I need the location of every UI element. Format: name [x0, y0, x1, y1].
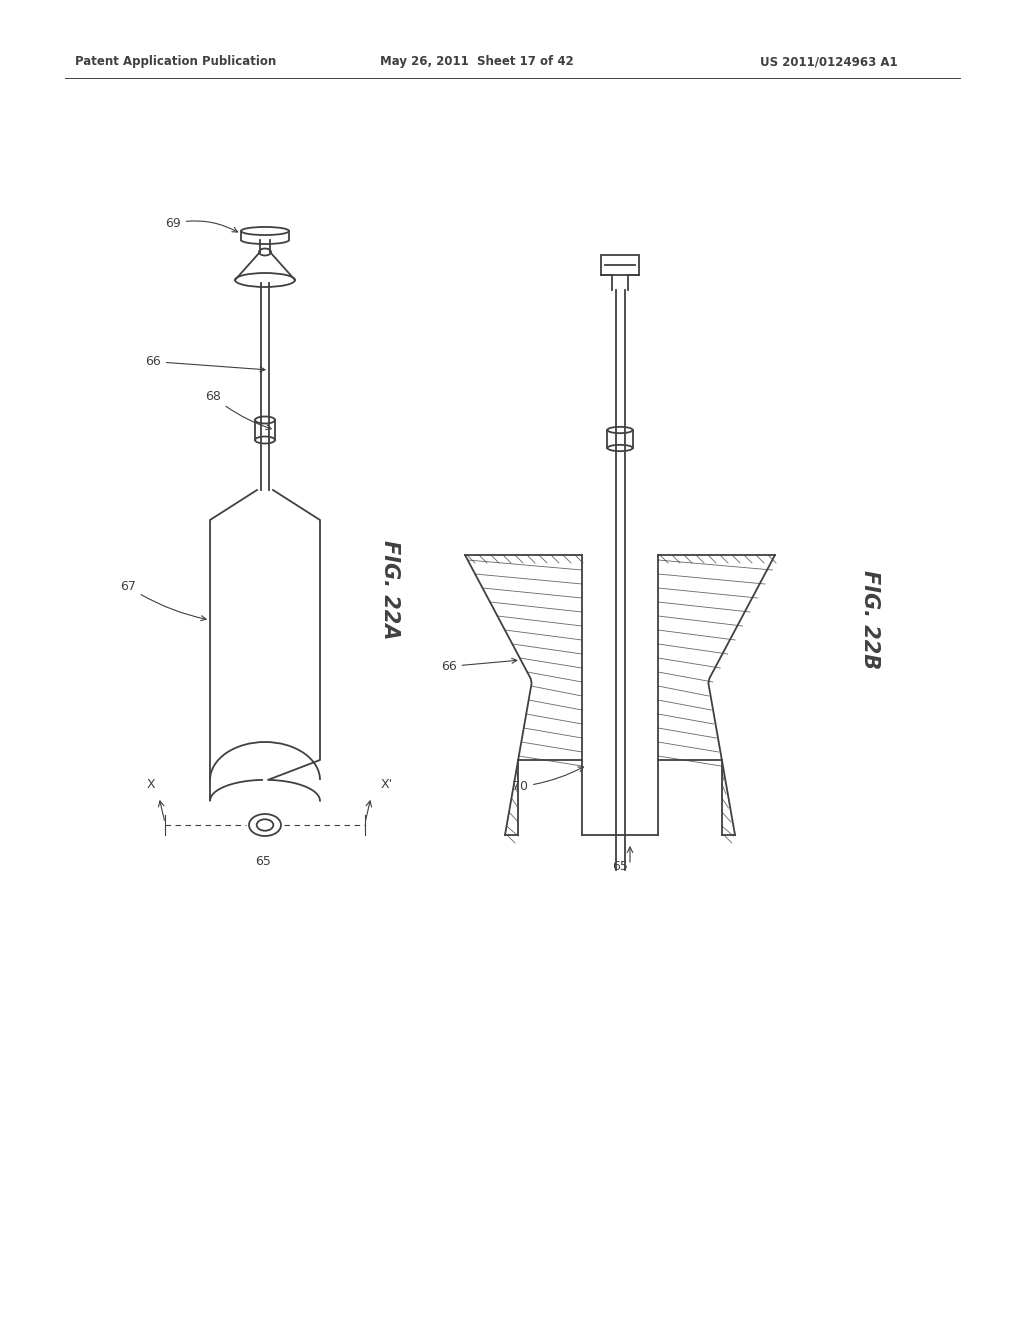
Text: FIG. 22A: FIG. 22A [380, 540, 400, 640]
Ellipse shape [257, 820, 273, 830]
Ellipse shape [255, 417, 275, 424]
Bar [601, 255, 639, 275]
Text: US 2011/0124963 A1: US 2011/0124963 A1 [760, 55, 898, 69]
Text: May 26, 2011  Sheet 17 of 42: May 26, 2011 Sheet 17 of 42 [380, 55, 573, 69]
Text: 67: 67 [120, 579, 206, 620]
Text: 68: 68 [205, 389, 271, 429]
Ellipse shape [607, 445, 633, 451]
Text: X': X' [381, 779, 393, 792]
Text: 66: 66 [441, 659, 517, 673]
Ellipse shape [234, 273, 295, 286]
Ellipse shape [241, 227, 289, 235]
Text: X: X [146, 779, 156, 792]
Ellipse shape [259, 248, 271, 256]
Text: 65: 65 [612, 861, 628, 873]
Ellipse shape [249, 814, 281, 836]
Text: 65: 65 [255, 855, 271, 869]
Text: 69: 69 [165, 216, 238, 232]
Text: 66: 66 [145, 355, 265, 372]
Ellipse shape [255, 437, 275, 444]
Text: 70: 70 [512, 767, 584, 793]
Ellipse shape [607, 426, 633, 433]
Text: Patent Application Publication: Patent Application Publication [75, 55, 276, 69]
Text: FIG. 22B: FIG. 22B [860, 570, 880, 669]
